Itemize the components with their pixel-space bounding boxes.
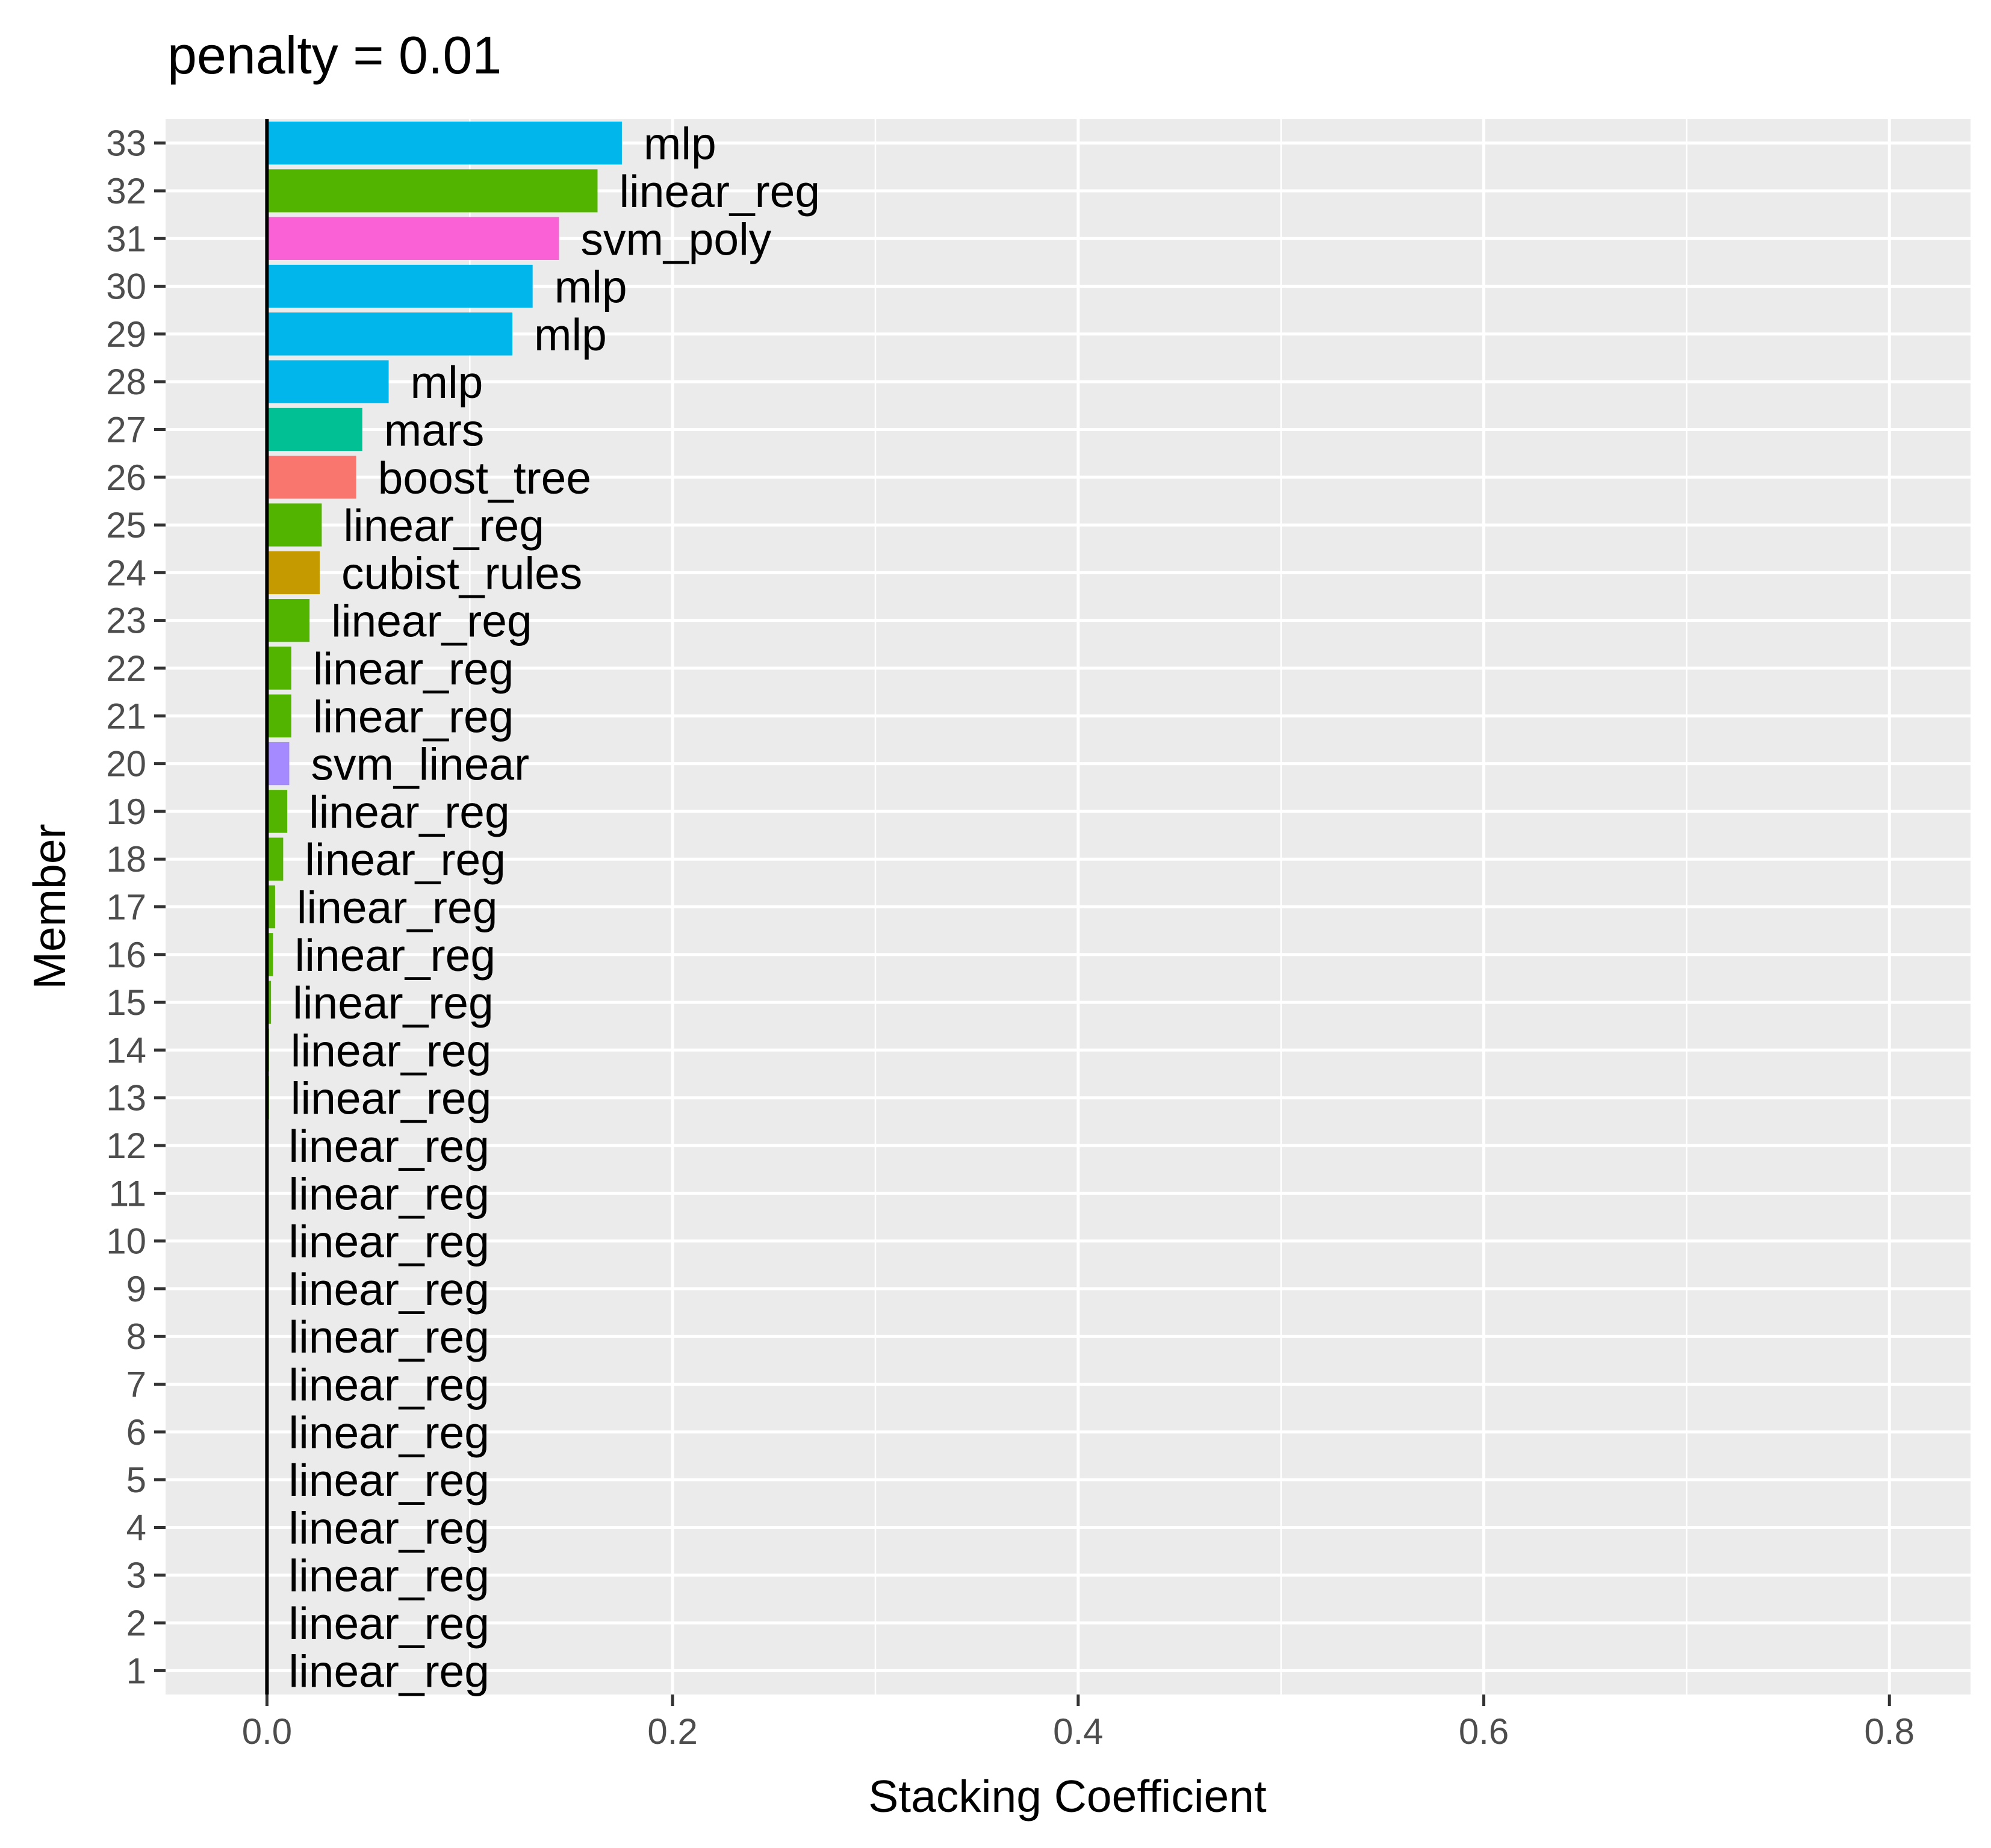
y-tick-label: 29 — [106, 314, 146, 355]
bar-labels: linear_reglinear_reglinear_reglinear_reg… — [288, 119, 820, 1697]
y-tick-label: 7 — [126, 1365, 146, 1405]
bar-member-28 — [267, 360, 389, 403]
bar-label-member-30: mlp — [554, 262, 627, 312]
y-tick-label: 21 — [106, 696, 146, 736]
bar-member-21 — [267, 694, 291, 737]
bar-label-member-26: boost_tree — [378, 453, 591, 503]
y-tick-label: 6 — [126, 1412, 146, 1453]
y-tick-label: 15 — [106, 982, 146, 1023]
bar-label-member-12: linear_reg — [288, 1121, 489, 1171]
y-tick-label: 9 — [126, 1269, 146, 1309]
bar-label-member-9: linear_reg — [288, 1264, 489, 1315]
y-tick-label: 14 — [106, 1030, 146, 1070]
bar-label-member-17: linear_reg — [297, 882, 498, 933]
bar-label-member-16: linear_reg — [295, 930, 496, 981]
y-tick-label: 18 — [106, 839, 146, 879]
y-tick-label: 4 — [126, 1507, 146, 1548]
bar-member-24 — [267, 551, 320, 595]
x-tick-label: 0.0 — [242, 1711, 292, 1752]
x-tick-label: 0.8 — [1865, 1711, 1915, 1752]
y-tick-label: 12 — [106, 1126, 146, 1166]
y-tick-label: 8 — [126, 1316, 146, 1357]
bar-member-27 — [267, 408, 362, 451]
y-tick-label: 28 — [106, 362, 146, 402]
bar-member-20 — [267, 742, 290, 786]
bar-label-member-31: svm_poly — [580, 214, 771, 264]
y-tick-label: 2 — [126, 1603, 146, 1643]
y-tick-label: 16 — [106, 935, 146, 975]
y-tick-label: 1 — [126, 1651, 146, 1691]
bar-member-15 — [267, 981, 272, 1024]
bar-label-member-10: linear_reg — [288, 1217, 489, 1267]
bar-member-23 — [267, 598, 310, 642]
bar-label-member-6: linear_reg — [288, 1407, 489, 1458]
bar-label-member-22: linear_reg — [313, 643, 514, 694]
y-tick-label: 31 — [106, 219, 146, 259]
y-tick-label: 5 — [126, 1460, 146, 1500]
y-tick-label: 10 — [106, 1221, 146, 1262]
bars — [267, 121, 622, 1120]
bar-member-18 — [267, 837, 284, 881]
y-axis: 1234567891011121314151617181920212223242… — [106, 123, 166, 1691]
bar-label-member-24: cubist_rules — [341, 548, 582, 598]
bar-member-31 — [267, 217, 559, 260]
bar-label-member-28: mlp — [411, 357, 483, 408]
bar-member-30 — [267, 264, 533, 308]
x-tick-label: 0.6 — [1459, 1711, 1509, 1752]
bar-label-member-29: mlp — [534, 309, 607, 360]
bar-label-member-19: linear_reg — [309, 787, 510, 837]
bar-label-member-5: linear_reg — [288, 1455, 489, 1505]
y-tick-label: 32 — [106, 171, 146, 211]
bar-label-member-8: linear_reg — [288, 1312, 489, 1362]
bar-label-member-33: mlp — [644, 119, 716, 169]
bar-label-member-3: linear_reg — [288, 1551, 489, 1601]
grid-major — [166, 119, 1971, 1695]
bar-label-member-25: linear_reg — [343, 500, 544, 551]
x-axis-title: Stacking Coefficient — [868, 1771, 1267, 1822]
chart-title: penalty = 0.01 — [167, 25, 502, 85]
bar-member-17 — [267, 885, 275, 929]
bar-label-member-4: linear_reg — [288, 1502, 489, 1553]
bar-label-member-18: linear_reg — [305, 834, 506, 885]
x-tick-label: 0.2 — [647, 1711, 697, 1752]
y-tick-label: 20 — [106, 744, 146, 784]
bar-member-19 — [267, 790, 288, 833]
y-tick-label: 17 — [106, 887, 146, 928]
bar-member-29 — [267, 312, 513, 356]
y-tick-label: 30 — [106, 267, 146, 307]
y-tick-label: 23 — [106, 601, 146, 641]
bar-label-member-32: linear_reg — [619, 166, 820, 217]
y-tick-label: 27 — [106, 409, 146, 450]
bar-label-member-14: linear_reg — [291, 1025, 492, 1076]
y-tick-label: 22 — [106, 648, 146, 689]
y-tick-label: 25 — [106, 505, 146, 545]
bar-member-33 — [267, 121, 622, 165]
bar-label-member-15: linear_reg — [293, 978, 494, 1028]
y-tick-label: 19 — [106, 792, 146, 832]
y-tick-label: 11 — [109, 1173, 146, 1214]
bar-label-member-23: linear_reg — [331, 596, 532, 646]
y-tick-label: 26 — [106, 457, 146, 498]
bar-label-member-20: svm_linear — [311, 739, 529, 790]
x-axis: 0.0 0.2 0.4 0.6 0.8 — [242, 1695, 1915, 1752]
bar-member-26 — [267, 456, 356, 499]
bar-member-25 — [267, 503, 322, 547]
bar-member-32 — [267, 169, 598, 212]
bar-label-member-7: linear_reg — [288, 1360, 489, 1410]
bar-label-member-1: linear_reg — [288, 1646, 489, 1696]
y-tick-label: 24 — [106, 553, 146, 593]
bar-label-member-2: linear_reg — [288, 1598, 489, 1649]
y-axis-title: Member — [24, 823, 75, 989]
bar-member-16 — [267, 933, 273, 976]
y-tick-label: 13 — [106, 1078, 146, 1118]
bar-member-22 — [267, 646, 291, 690]
x-tick-label: 0.4 — [1053, 1711, 1103, 1752]
bar-label-member-13: linear_reg — [291, 1073, 492, 1124]
bar-label-member-21: linear_reg — [313, 691, 514, 742]
bar-label-member-11: linear_reg — [288, 1168, 489, 1219]
bar-label-member-27: mars — [384, 405, 485, 455]
y-tick-label: 3 — [126, 1555, 146, 1596]
y-tick-label: 33 — [106, 123, 146, 164]
